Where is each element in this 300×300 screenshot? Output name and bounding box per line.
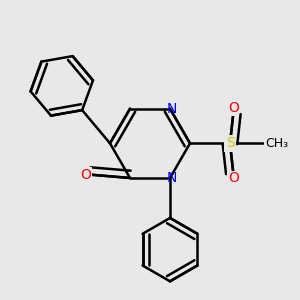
Text: N: N (167, 102, 177, 116)
Text: CH₃: CH₃ (265, 137, 288, 150)
Text: N: N (167, 171, 177, 185)
Text: O: O (228, 171, 239, 185)
Text: O: O (228, 101, 239, 115)
Text: S: S (226, 136, 234, 150)
Text: O: O (81, 168, 92, 182)
